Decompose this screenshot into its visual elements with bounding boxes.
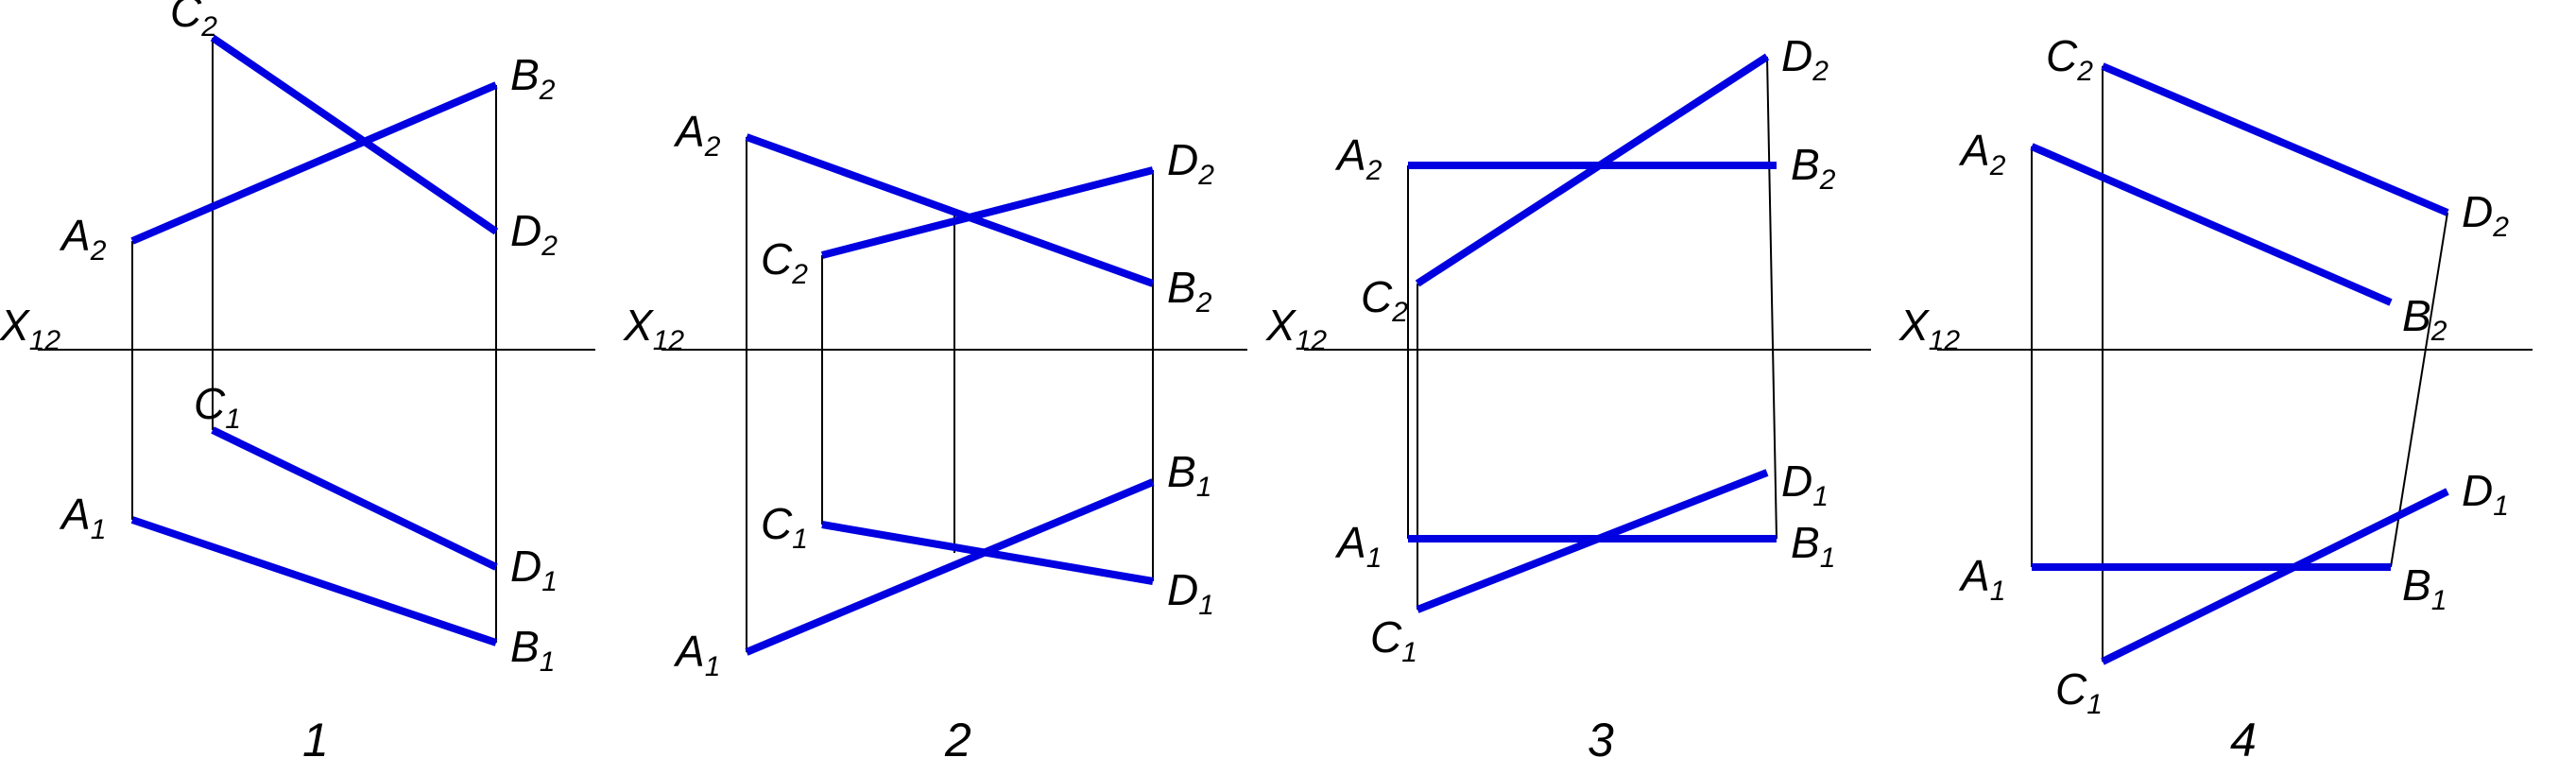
pt-label-3-C1: C1 (1370, 612, 1417, 668)
pt-label-1-B1: B1 (510, 622, 555, 678)
pt-label-1-A1: A1 (59, 490, 106, 545)
pt-label-1-C2: C2 (170, 0, 217, 43)
pt-label-2-D1: D1 (1167, 565, 1214, 621)
segment-4-A2-B2 (2032, 146, 2391, 302)
pt-label-4-C1: C1 (2055, 664, 2103, 720)
segment-1-C2-D2 (213, 38, 496, 232)
panel-number-4: 4 (2230, 714, 2257, 766)
pt-label-4-B1: B1 (2402, 560, 2447, 616)
pt-label-3-D1: D1 (1781, 456, 1829, 512)
pt-label-4-A2: A2 (1958, 126, 2006, 181)
axis-label-2: X12 (623, 301, 684, 356)
pt-label-1-B2: B2 (510, 50, 556, 106)
pt-label-3-A2: A2 (1334, 130, 1382, 186)
pt-label-2-B1: B1 (1167, 447, 1211, 503)
panel-number-1: 1 (302, 714, 329, 766)
pt-label-2-C2: C2 (761, 234, 808, 290)
pt-label-1-D2: D2 (510, 206, 558, 262)
segment-4-C2-D2 (2103, 66, 2447, 213)
segment-2-C1-D1 (822, 525, 1153, 581)
pt-label-1-D1: D1 (510, 542, 558, 597)
pt-label-3-D2: D2 (1781, 31, 1829, 87)
pt-label-2-A1: A1 (673, 627, 720, 682)
axis-label-3: X12 (1265, 301, 1327, 356)
pt-label-2-A2: A2 (673, 107, 721, 163)
panel-number-3: 3 (1588, 714, 1614, 766)
pt-label-3-B2: B2 (1791, 140, 1836, 196)
panel-number-2: 2 (944, 714, 971, 766)
axis-label-1: X12 (0, 301, 60, 356)
pt-label-2-D2: D2 (1167, 135, 1214, 191)
segment-4-C1-D1 (2103, 491, 2447, 662)
segment-3-C2-D2 (1417, 57, 1767, 284)
pt-label-4-A1: A1 (1958, 551, 2005, 607)
pt-label-3-B1: B1 (1791, 518, 1835, 574)
pt-label-4-D1: D1 (2462, 466, 2509, 522)
proj-line-3-D2-B1 (1767, 57, 1777, 539)
pt-label-3-A1: A1 (1334, 518, 1382, 574)
pt-label-3-C2: C2 (1361, 272, 1408, 328)
diagram-canvas: X12 C2 B2 A2 D2 C1 A1 D1 B1 1 X12 A2 C2 D2 B2 B1 C1 D1 A1 2… (0, 0, 2576, 775)
segment-1-C1-D1 (213, 430, 496, 567)
pt-label-1-A2: A2 (59, 211, 107, 267)
pt-label-4-B2: B2 (2402, 291, 2447, 347)
axis-label-4: X12 (1898, 301, 1960, 356)
pt-label-2-B2: B2 (1167, 263, 1212, 319)
pt-label-4-D2: D2 (2462, 187, 2509, 243)
pt-label-2-C1: C1 (761, 499, 808, 555)
pt-label-1-C1: C1 (194, 379, 241, 435)
pt-label-4-C2: C2 (2046, 31, 2093, 87)
